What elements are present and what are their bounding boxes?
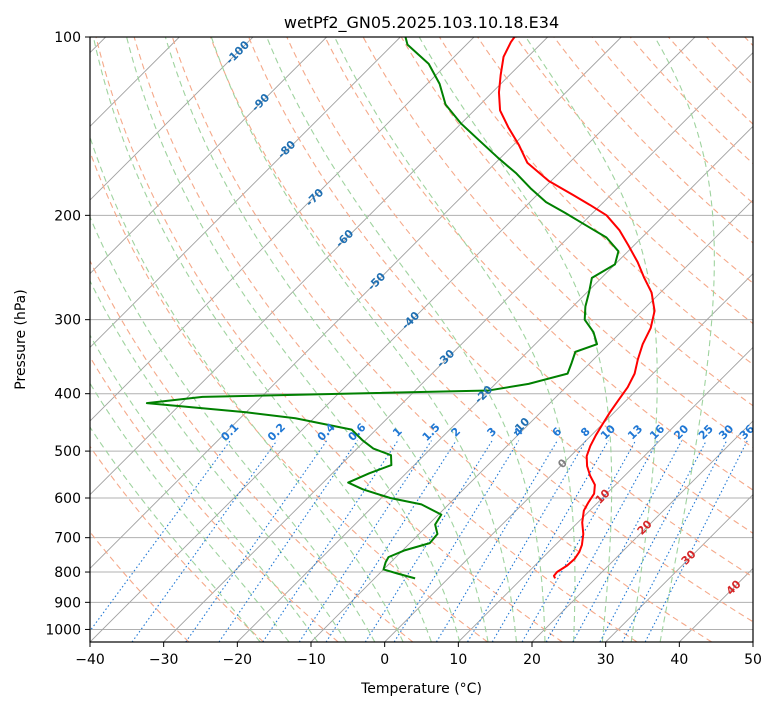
x-tick-label: −40 — [75, 652, 105, 668]
mixing-ratio-line — [621, 440, 728, 642]
y-tick-label: 300 — [54, 313, 81, 329]
axes: −40 −30 −20 −10 0 10 20 30 40 50 1000 900 800 700 600 5… — [45, 30, 762, 668]
moist-adiabat-line — [90, 382, 290, 642]
isotherm-line — [90, 37, 475, 422]
dry-adiabat-line — [477, 37, 753, 325]
isotherm-line — [90, 37, 548, 496]
x-tick-label: −10 — [296, 652, 326, 668]
x-tick-label: 10 — [449, 652, 467, 668]
isotherm-line — [90, 37, 254, 201]
moist-adiabat-line — [525, 37, 658, 642]
dry-adiabat-line — [515, 37, 753, 284]
dry-adiabat-line — [90, 445, 264, 642]
isotherm-line — [163, 52, 753, 642]
mixing-ratio-line — [185, 440, 328, 642]
isotherm-line — [605, 494, 753, 642]
mixing-ratio-line — [90, 440, 231, 632]
dry-adiabat-line — [90, 259, 414, 642]
isotherm-line — [458, 346, 753, 642]
x-tick-label: −20 — [223, 652, 253, 668]
isotherm-line — [237, 125, 753, 642]
plot-frame — [89, 36, 754, 643]
dry-adiabat-line — [133, 37, 638, 642]
temperature-profile — [497, 37, 656, 579]
y-tick-label: 900 — [54, 595, 81, 611]
y-tick-label: 600 — [54, 491, 81, 507]
mixing-ratio-line — [262, 440, 399, 642]
dry-adiabat-line — [400, 37, 753, 407]
moist-adiabat-line — [654, 37, 715, 642]
moist-adiabat-line — [92, 37, 432, 642]
moist-adiabat-line — [90, 135, 404, 642]
isotherm-line — [90, 37, 327, 275]
isotherm-line — [90, 37, 622, 569]
x-tick-label: 30 — [597, 652, 615, 668]
y-tick-label: 700 — [54, 531, 81, 547]
chart-title: wetPf2_GN05.2025.103.10.18.E34 — [284, 13, 559, 33]
x-tick-label: 0 — [380, 652, 389, 668]
moist-adiabat-line — [164, 37, 489, 642]
mixing-ratio-line — [435, 440, 558, 642]
y-tick-label: 1000 — [45, 622, 81, 638]
isotherm-line — [90, 37, 696, 642]
moist-adiabat-line — [418, 37, 613, 642]
mixing-ratio-line — [131, 440, 278, 642]
isotherm-line — [384, 273, 753, 642]
dewpoint-profile — [145, 37, 620, 580]
mixing-ratio-line — [218, 440, 358, 642]
y-tick-label: 400 — [54, 387, 81, 403]
dry-adiabat-line — [591, 37, 753, 204]
dry-adiabat-line — [209, 37, 753, 623]
y-tick-label: 200 — [54, 208, 81, 224]
y-tick-label: 800 — [54, 565, 81, 581]
y-tick-label: 500 — [54, 444, 81, 460]
x-tick-label: −30 — [149, 652, 179, 668]
y-axis-label: Pressure (hPa) — [13, 289, 29, 389]
plot-area — [90, 37, 753, 642]
isotherm-line — [531, 420, 753, 642]
mixing-ratio-line — [393, 440, 520, 642]
moist-adiabat-line — [90, 426, 261, 642]
mixing-ratio-line — [491, 440, 609, 642]
x-tick-label: 20 — [523, 652, 541, 668]
isotherm-line — [90, 37, 401, 348]
moist-adiabat-line — [90, 215, 376, 642]
dry-adiabat-line — [248, 37, 753, 578]
x-tick-label: 50 — [744, 652, 762, 668]
mixing-ratio-line — [467, 440, 587, 642]
dry-adiabat-line — [362, 37, 753, 449]
x-tick-label: 40 — [670, 652, 688, 668]
dry-adiabat-line — [629, 37, 753, 165]
moist-adiabat-line — [210, 37, 518, 642]
moist-adiabat-line — [334, 37, 576, 642]
dry-adiabat-line — [324, 37, 753, 491]
y-tick-label: 100 — [54, 30, 81, 46]
moist-adiabat-line — [266, 37, 546, 642]
mixing-ratio-line — [298, 440, 432, 642]
mixing-ratio-line — [521, 440, 637, 642]
x-axis-label: Temperature (°C) — [360, 681, 482, 697]
mixing-ratio-line — [644, 440, 748, 642]
moist-adiabat-line — [126, 37, 461, 642]
dry-adiabat-line — [171, 37, 713, 642]
